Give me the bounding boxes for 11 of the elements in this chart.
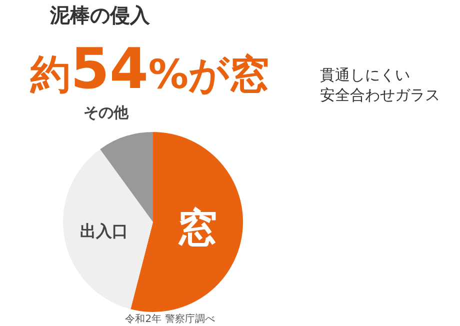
text: 令和2年 警察庁調べ <box>125 313 215 325</box>
chart-title: 泥棒の侵入 <box>49 3 151 27</box>
text: 安全合わせガラス <box>320 86 440 104</box>
pie-slice <box>130 132 243 312</box>
text: 貫通しにくい <box>320 66 410 84</box>
pie-slice <box>100 132 153 222</box>
chart-subtitle: 約54%が窓 <box>29 37 270 102</box>
slice-label: その他 <box>83 103 130 122</box>
slice-label: 出入口 <box>80 221 128 240</box>
pie-slice <box>63 149 153 310</box>
slice-label: 窓 <box>178 206 218 252</box>
